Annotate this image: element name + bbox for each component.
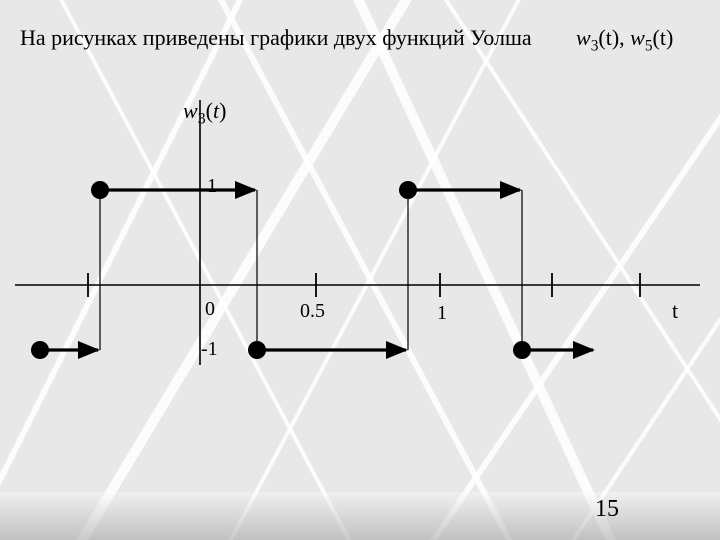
xlabel-1: 1 (437, 302, 447, 325)
walsh-chart (0, 0, 720, 540)
y-axis-title: w3(t) (183, 98, 226, 128)
xlabel-05: 0.5 (300, 300, 325, 323)
ylabel-zero: 0 (205, 298, 215, 321)
content-layer: На рисунках приведены графики двух функц… (0, 0, 720, 540)
ylabel-minus1: -1 (201, 338, 218, 361)
page-number: 15 (595, 496, 619, 523)
ylabel-plus1: 1 (207, 175, 217, 198)
xlabel-t: t (672, 298, 678, 324)
